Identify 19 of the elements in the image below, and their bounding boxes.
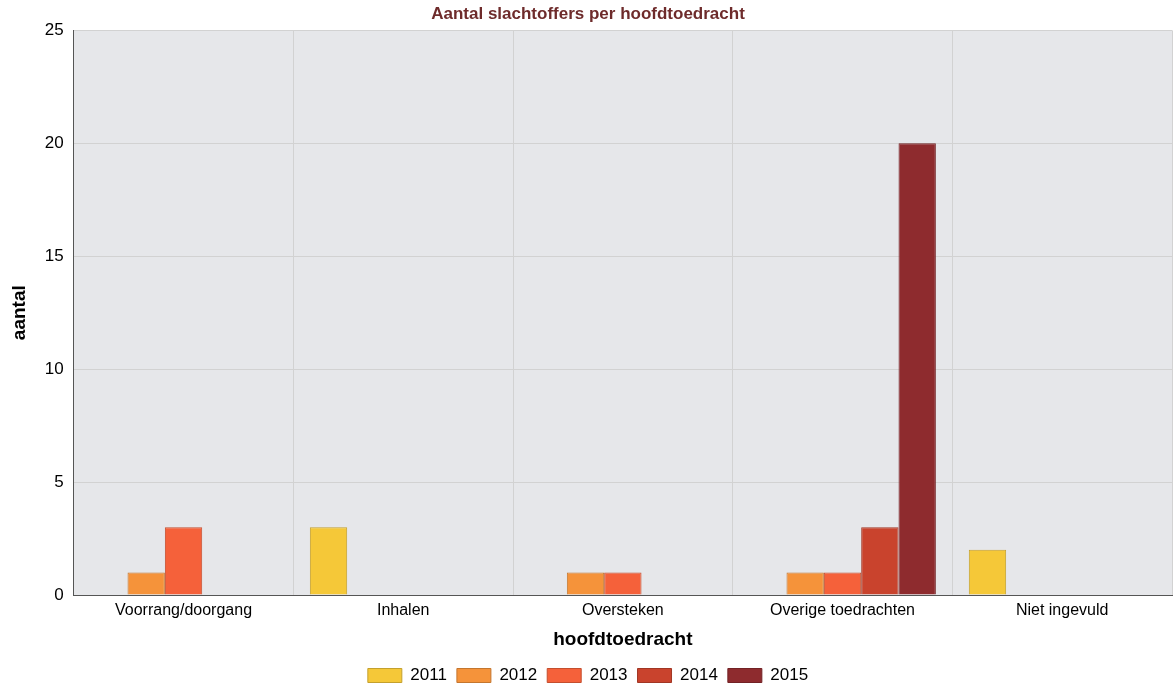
legend-label: 2013	[589, 665, 628, 685]
x-tick-label: Overige toedrachten	[770, 601, 915, 619]
x-tick-label: Voorrang/doorgang	[115, 601, 253, 619]
x-tick-label: Niet ingevuld	[1015, 601, 1109, 619]
y-tick-label: 10	[44, 358, 64, 378]
y-axis-title: aantal	[7, 285, 29, 341]
x-tick-label: Inhalen	[376, 601, 430, 619]
y-tick-label: 20	[44, 133, 64, 153]
legend-label: 2015	[770, 665, 809, 685]
y-tick-label: 25	[44, 20, 64, 40]
y-tick-label: 5	[54, 471, 64, 491]
legend-label: 2014	[680, 665, 718, 685]
legend-label: 2011	[410, 665, 447, 685]
y-tick-label: 0	[54, 584, 64, 604]
y-tick-label: 15	[44, 245, 64, 265]
legend-label: 2012	[499, 665, 538, 685]
chart-title: Aantal slachtoffers per hoofdtoedracht	[431, 3, 746, 23]
x-axis-title: hoofdtoedracht	[553, 627, 694, 649]
x-tick-label: Oversteken	[581, 601, 664, 619]
